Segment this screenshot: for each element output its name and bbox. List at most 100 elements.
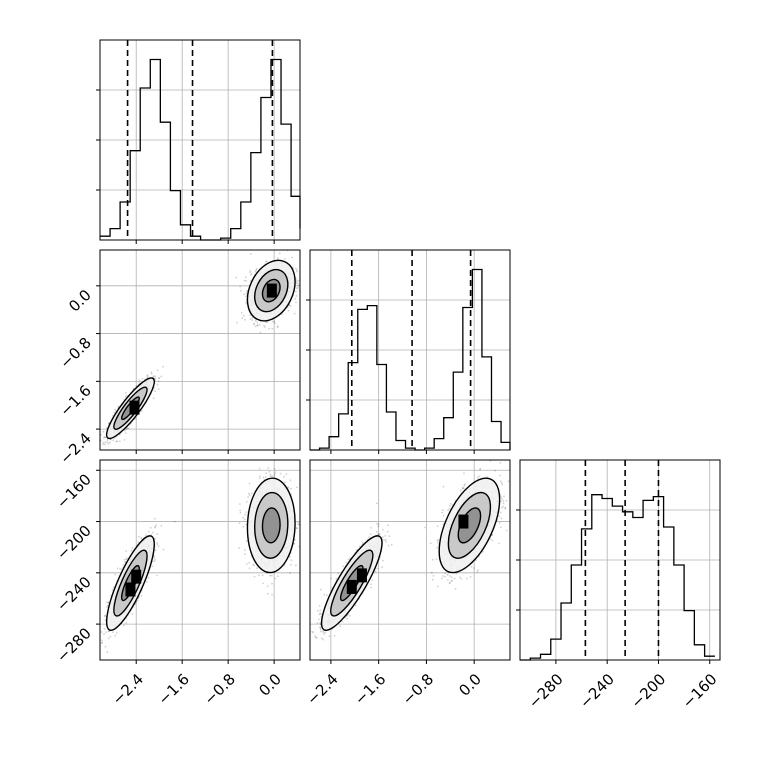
sample-point: [100, 433, 102, 436]
sample-point: [103, 628, 106, 630]
sample-point: [116, 440, 119, 443]
sample-point: [102, 443, 104, 446]
sample-point: [243, 279, 246, 282]
sample-point: [160, 375, 163, 378]
sample-point: [106, 651, 109, 654]
sample-point: [114, 573, 116, 576]
sample-point: [239, 285, 242, 288]
sample-point: [130, 549, 133, 552]
sample-point: [107, 601, 110, 604]
sample-point: [107, 601, 110, 604]
sample-point: [156, 543, 159, 546]
sample-point: [265, 260, 267, 263]
sample-point: [117, 405, 120, 408]
sample-point: [112, 631, 114, 633]
histogram-frame: [99, 39, 301, 241]
sample-point: [153, 526, 156, 529]
sample-point: [102, 441, 105, 444]
sample-point: [137, 541, 140, 544]
sample-point: [125, 622, 128, 624]
sample-point: [131, 546, 134, 549]
sample-point: [248, 494, 251, 497]
sample-point: [274, 577, 277, 580]
sample-point: [125, 391, 127, 394]
sample-point: [251, 319, 254, 321]
sample-point: [154, 375, 157, 378]
sample-point: [244, 318, 246, 321]
sample-point: [160, 524, 163, 527]
sample-point: [252, 323, 255, 326]
sample-point: [124, 560, 127, 563]
sample-point: [101, 642, 103, 645]
sample-point: [256, 321, 259, 324]
sample-point: [131, 613, 134, 616]
sample-point: [295, 267, 297, 270]
sample-point: [271, 593, 273, 596]
sample-point: [296, 287, 298, 290]
sample-point: [107, 637, 110, 640]
sample-point: [104, 614, 107, 617]
sample-point: [173, 520, 176, 523]
sample-point: [239, 509, 242, 512]
sample-point: [290, 559, 293, 562]
sample-point: [154, 525, 157, 528]
sample-point: [107, 630, 110, 633]
sample-point: [287, 309, 290, 312]
sample-point: [105, 427, 108, 429]
sample-point: [125, 558, 128, 561]
sample-point: [248, 482, 251, 485]
sample-point: [250, 274, 252, 276]
sample-point: [155, 524, 158, 526]
sample-point: [125, 557, 128, 560]
sample-point: [289, 305, 292, 307]
sample-point: [91, 450, 93, 452]
sample-point: [152, 397, 155, 400]
sample-point: [283, 456, 285, 458]
sample-point: [239, 511, 242, 514]
sample-point: [254, 320, 257, 322]
sample-point: [147, 576, 150, 579]
sample-point: [156, 542, 158, 544]
sample-point: [265, 321, 267, 324]
sample-point: [262, 582, 264, 585]
sample-point: [254, 325, 257, 328]
sample-point: [244, 549, 246, 552]
contour-line: [113, 549, 148, 617]
sample-point: [255, 269, 257, 272]
sample-point: [294, 297, 297, 300]
sample-point: [245, 563, 248, 565]
scatter-group: [100, 456, 309, 654]
sample-point: [297, 279, 300, 282]
sample-point: [156, 533, 159, 535]
sample-point: [245, 290, 248, 292]
sample-point: [154, 558, 157, 561]
sample-point: [115, 632, 118, 634]
sample-point: [107, 442, 110, 445]
sample-point: [276, 325, 279, 327]
sample-point: [289, 572, 291, 575]
sample-point: [245, 279, 248, 282]
scatter-group: [91, 250, 300, 452]
sample-point: [269, 473, 272, 476]
sample-point: [273, 320, 276, 323]
contour-line: [105, 535, 155, 631]
sample-point: [109, 635, 112, 638]
sample-point: [273, 473, 276, 475]
sample-point: [152, 531, 154, 534]
sample-point: [284, 258, 286, 260]
sample-point: [119, 568, 122, 570]
sample-point: [245, 302, 248, 305]
sample-point: [295, 290, 297, 293]
sample-point: [248, 561, 251, 564]
sample-point: [115, 440, 118, 443]
sample-point: [266, 592, 269, 595]
sample-point: [158, 377, 160, 380]
sample-point: [268, 327, 271, 330]
histogram-step-param-2: [520, 494, 715, 661]
sample-point: [307, 514, 309, 516]
contour-line: [254, 268, 289, 313]
sample-point: [156, 383, 159, 386]
sample-point: [249, 252, 252, 255]
histogram-frame: [519, 459, 721, 661]
sample-point: [150, 533, 153, 536]
